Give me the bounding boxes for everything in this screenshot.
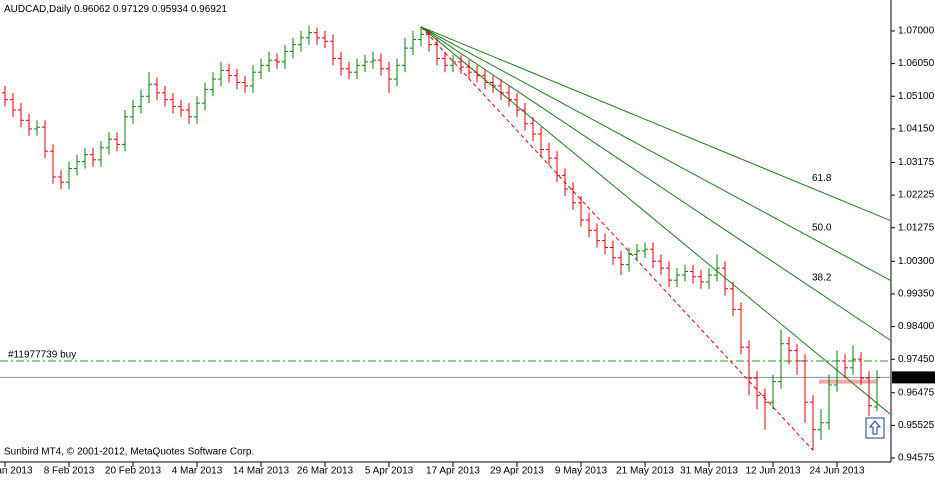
y-tick-label: 1.06050 [898,58,935,69]
fan-level-label: 61.8 [812,173,832,184]
y-tick-label: 0.95525 [898,420,935,431]
y-tick-label: 0.97450 [898,354,935,365]
price-box-label: 0.96921 [897,372,934,383]
y-tick-label: 1.03175 [898,157,935,168]
y-tick-label: 1.05100 [898,91,935,102]
footer: Sunbird MT4, © 2001-2012, MetaQuotes Sof… [4,447,254,458]
price-box [892,371,935,384]
up-arrow [868,420,882,435]
last-low: 0.95934 [152,4,189,15]
fan-level-label: 50.0 [812,223,832,234]
x-tick-label: 31 May 2013 [680,466,738,477]
x-tick-label: 12 Jun 2013 [745,466,800,477]
buy-arrow-icon [865,417,885,439]
x-tick-label: 21 May 2013 [616,466,674,477]
x-tick-label: 8 Feb 2013 [44,466,95,477]
chart-header: AUDCAD,Daily 0.96062 0.97129 0.95934 0.9… [4,4,227,15]
y-tick-label: 0.94575 [898,453,935,464]
y-tick-label: 0.99350 [898,289,935,300]
last-open: 0.96062 [74,4,111,15]
fan-line [420,26,890,341]
fan-line [420,26,890,415]
fan-trend-line [420,26,814,451]
x-tick-label: 24 Jun 2013 [809,466,864,477]
x-tick-label: 29 Apr 2013 [490,466,544,477]
y-tick-label: 1.07000 [898,26,935,37]
y-tick-label: 1.04150 [898,124,935,135]
y-tick-label: 0.96475 [898,387,935,398]
plot-area [0,25,890,451]
x-tick-label: 17 Apr 2013 [426,466,480,477]
x-tick-label: 20 Feb 2013 [105,466,162,477]
y-tick-label: 1.02225 [898,190,935,201]
order-label: #11977739 buy [8,350,76,361]
last-high: 0.97129 [113,4,150,15]
fan-line [420,26,890,281]
fan-line [420,26,890,221]
x-tick-label: 5 Apr 2013 [365,466,414,477]
last-close: 0.96921 [191,4,228,15]
x-tick-label: 29 Jan 2013 [0,466,33,477]
x-tick-label: 26 Mar 2013 [297,466,354,477]
x-tick-label: 4 Mar 2013 [172,466,223,477]
x-tick-label: 14 Mar 2013 [233,466,290,477]
symbol-title: AUDCAD,Daily [4,4,71,15]
y-tick-label: 1.00300 [898,256,935,267]
y-tick-label: 1.01275 [898,222,935,233]
y-tick-label: 0.98400 [898,321,935,332]
fan-level-label: 38.2 [812,273,832,284]
x-tick-label: 9 May 2013 [555,466,608,477]
